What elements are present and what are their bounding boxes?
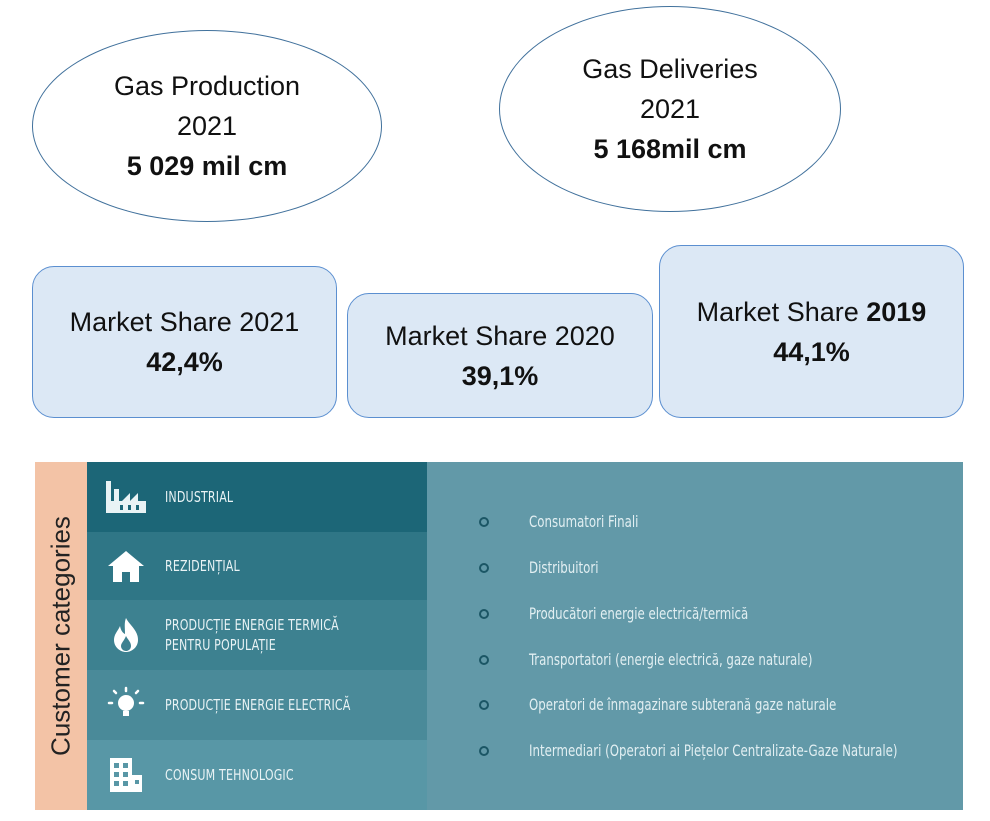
list-item: Operatori de înmagazinare subterană gaze… (479, 695, 904, 714)
category-label: PRODUCȚIE ENERGIE ELECTRICĂ (165, 696, 351, 714)
factory-icon (87, 477, 165, 517)
category-rezidential: REZIDENȚIAL (87, 532, 427, 600)
list-item: Producători energie electrică/termică (479, 604, 796, 623)
gas-production-title: Gas Production (113, 71, 301, 101)
gas-deliveries-title: Gas Deliveries (582, 54, 758, 84)
bullet-icon (479, 654, 489, 665)
category-label: CONSUM TEHNOLOGIC (165, 766, 294, 784)
market-share-2019-card: Market Share 2019 44,1% (659, 245, 964, 418)
market-share-label: Market Share 2019 (696, 297, 927, 327)
market-share-value: 42,4% (146, 347, 223, 377)
market-share-label: Market Share 2021 (69, 307, 300, 337)
market-share-2021-card: Market Share 2021 42,4% (32, 266, 337, 418)
list-item: Transportatori (energie electrică, gaze … (479, 650, 875, 669)
category-list: INDUSTRIAL REZIDENȚIAL PRODUCȚIE ENERGIE… (87, 462, 427, 810)
gas-production-bubble: Gas Production 2021 5 029 mil cm (32, 30, 382, 222)
list-item: Intermediari (Operatori ai Piețelor Cent… (479, 741, 978, 760)
list-item: Distribuitori (479, 558, 614, 577)
lightbulb-icon (87, 685, 165, 725)
bullet-icon (479, 562, 489, 573)
category-productie-electrica: PRODUCȚIE ENERGIE ELECTRICĂ (87, 670, 427, 740)
market-share-value: 39,1% (461, 360, 539, 391)
category-label: INDUSTRIAL (165, 488, 234, 506)
list-item: Consumatori Finali (479, 512, 662, 531)
category-productie-termica: PRODUCȚIE ENERGIE TERMICĂ PENTRU POPULAȚ… (87, 600, 427, 670)
customer-categories-title: Customer categories (45, 516, 76, 756)
market-share-label: Market Share 2020 (385, 320, 615, 351)
customer-categories-label-box: Customer categories (35, 462, 88, 810)
gas-production-year: 2021 (176, 111, 238, 141)
gas-production-value: 5 029 mil cm (126, 151, 288, 181)
house-icon (87, 548, 165, 584)
category-label: PRODUCȚIE ENERGIE TERMICĂ PENTRU POPULAȚ… (165, 616, 339, 654)
flame-icon (87, 616, 165, 654)
market-share-value: 44,1% (773, 337, 850, 367)
building-icon (87, 755, 165, 795)
customer-categories-panel: Customer categories INDUSTRIAL (35, 462, 963, 810)
gas-deliveries-year: 2021 (639, 94, 701, 124)
customer-types-list: Consumatori Finali Distribuitori Producă… (427, 462, 963, 810)
bullet-icon (479, 516, 489, 527)
bullet-icon (479, 608, 489, 619)
bullet-icon (479, 699, 489, 710)
gas-deliveries-value: 5 168mil cm (593, 134, 747, 164)
category-label: REZIDENȚIAL (165, 557, 240, 575)
bullet-icon (479, 745, 489, 756)
market-share-2020-card: Market Share 2020 39,1% (347, 293, 653, 418)
category-industrial: INDUSTRIAL (87, 462, 427, 532)
category-consum-tehnologic: CONSUM TEHNOLOGIC (87, 740, 427, 810)
gas-deliveries-bubble: Gas Deliveries 2021 5 168mil cm (499, 6, 841, 212)
